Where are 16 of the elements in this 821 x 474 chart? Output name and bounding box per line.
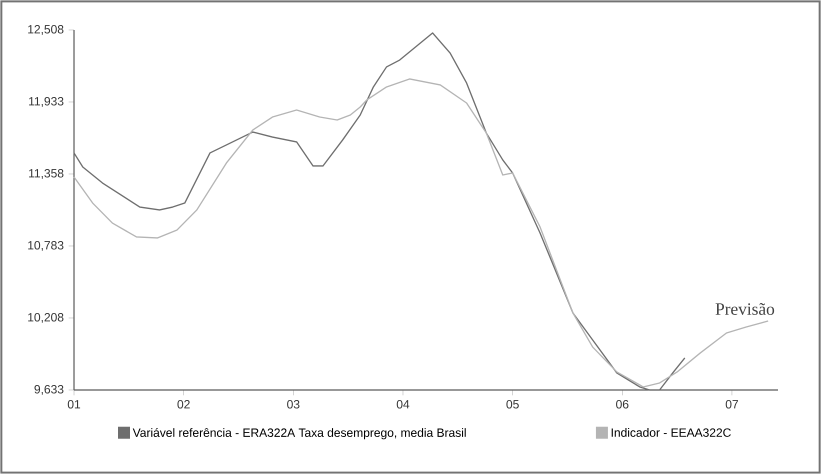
y-tick-label: 12,508 (28, 25, 64, 35)
y-tick-label: 10,783 (28, 241, 64, 251)
y-tick-label: 10,208 (28, 313, 64, 323)
x-tick-label: 02 (177, 400, 190, 409)
annotation: Previsão (716, 303, 774, 315)
x-tick-label: 07 (726, 400, 738, 409)
y-tick-label: 9,633 (34, 385, 64, 395)
y-tick-label: 11,933 (29, 97, 64, 107)
x-tick-label: 04 (396, 400, 410, 409)
legend-label: Indicador - EEAA322C (612, 428, 731, 437)
x-tick-label: 06 (616, 400, 628, 409)
x-tick-label: 01 (68, 400, 80, 409)
y-tick-label: 11,358 (29, 169, 64, 179)
legend-label: Variável referência - ERA322A Taxa desemprego, media Brasil (132, 428, 466, 440)
x-tick-label: 03 (287, 400, 300, 409)
x-tick-label: 05 (506, 400, 519, 409)
